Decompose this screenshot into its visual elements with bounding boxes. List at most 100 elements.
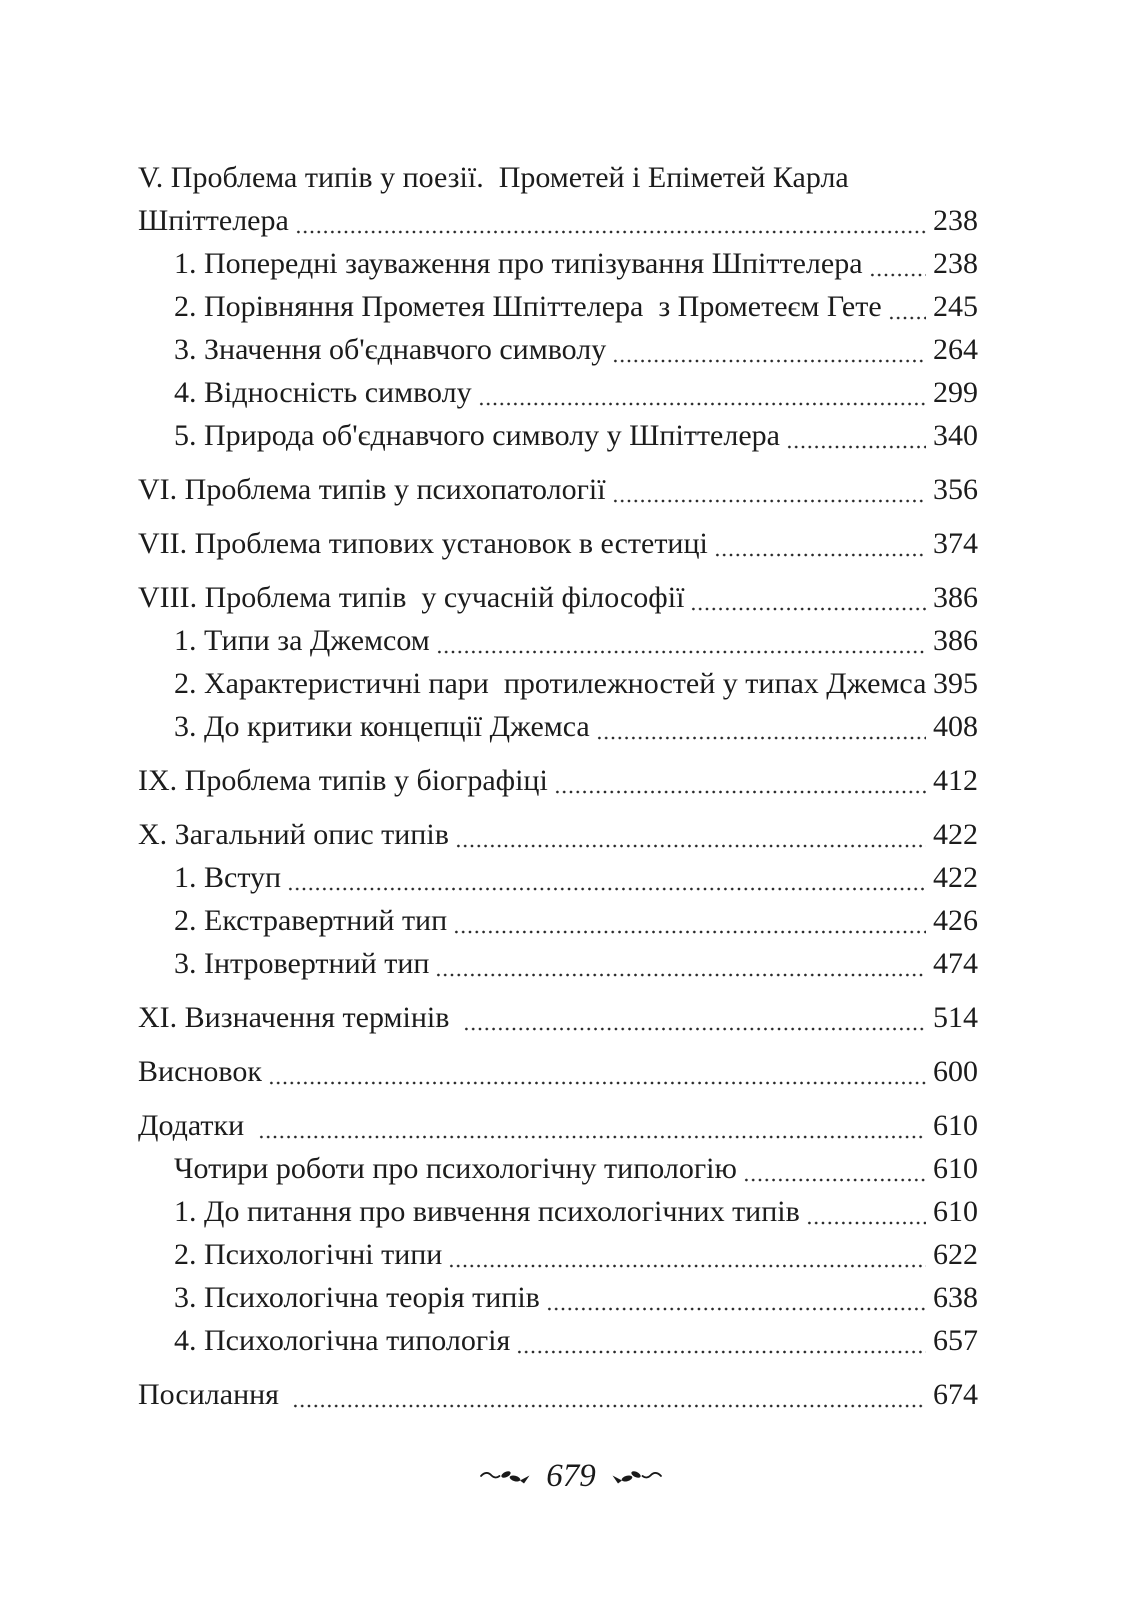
- toc-entry-title: 5. Природа об'єднавчого символу у Шпітте…: [174, 419, 780, 452]
- toc-entry-page-number: 356: [933, 473, 978, 506]
- toc-entry-title: 3. До критики концепції Джемса: [174, 710, 590, 743]
- toc-entry: IX. Проблема типів у біографіці 412: [138, 759, 978, 802]
- dot-leader: [257, 1104, 926, 1147]
- toc-entry: VI. Проблема типів у психопатології 356: [138, 468, 978, 511]
- dot-leader: [435, 942, 926, 985]
- toc-entry-title: 1. Типи за Джемсом: [174, 624, 430, 657]
- toc-entry-title: Шпіттелера: [138, 204, 289, 237]
- toc-entry: Додатки 610: [138, 1104, 978, 1147]
- toc-entry-page-number: 422: [933, 861, 978, 894]
- toc-entry-title: VII. Проблема типових установок в естети…: [138, 527, 708, 560]
- toc-entry-page-number: 340: [933, 419, 978, 452]
- toc-entry-page-number: 374: [933, 527, 978, 560]
- toc-entry-page-number: 514: [933, 1001, 978, 1034]
- toc-entry: 1. До питання про вивчення психологічних…: [138, 1190, 978, 1233]
- toc-entry-title: VIII. Проблема типів у сучасній філософі…: [138, 581, 685, 614]
- page-number: 679: [546, 1458, 596, 1494]
- toc-entry: 1. Вступ 422: [138, 856, 978, 899]
- toc-entry: 1. Типи за Джемсом 386: [138, 619, 978, 662]
- leader-spacer: [929, 662, 930, 705]
- toc-entry-title: XI. Визначення термінів: [138, 1001, 457, 1034]
- dot-leader: [477, 371, 926, 414]
- toc-entry: VII. Проблема типових установок в естети…: [138, 522, 978, 565]
- toc-entry-page-number: 264: [933, 333, 978, 366]
- toc-entry-page-number: 638: [933, 1281, 978, 1314]
- toc-entry-page-number: 422: [933, 818, 978, 851]
- toc-entry: V. Проблема типів у поезії. Прометей і Е…: [138, 156, 978, 199]
- toc-entry-title: Висновок: [138, 1055, 262, 1088]
- toc-entry: 4. Психологічна типологія 657: [138, 1319, 978, 1362]
- flourish-left-icon: [479, 1468, 531, 1486]
- dot-leader: [294, 199, 926, 242]
- toc-entry-title: 3. Психологічна теорія типів: [174, 1281, 540, 1314]
- toc-entry-page-number: 245: [933, 290, 978, 323]
- dot-leader: [545, 1276, 926, 1319]
- toc-entry: 4. Відносність символу 299: [138, 371, 978, 414]
- toc-entry: 2. Психологічні типи 622: [138, 1233, 978, 1276]
- toc-entry-page-number: 674: [933, 1378, 978, 1411]
- toc-entry-page-number: 474: [933, 947, 978, 980]
- dot-leader: [887, 285, 926, 328]
- dot-leader: [516, 1319, 926, 1362]
- toc-entry-page-number: 610: [933, 1195, 978, 1228]
- toc-entry-title: Посилання: [138, 1378, 287, 1411]
- toc-entry-page-number: 610: [933, 1109, 978, 1142]
- toc-entry-page-number: 386: [933, 581, 978, 614]
- toc-entry-title: V. Проблема типів у поезії. Прометей і Е…: [138, 161, 849, 194]
- dot-leader: [292, 1373, 926, 1416]
- toc-entry-page-number: 238: [933, 247, 978, 280]
- dot-leader: [611, 468, 926, 511]
- toc-entry-page-number: 238: [933, 204, 978, 237]
- toc-entry-title: Чотири роботи про психологічну типологію: [174, 1152, 737, 1185]
- toc-entry-title: 3. Інтровертний тип: [174, 947, 430, 980]
- toc-entry: 2. Характеристичні пари протилежностей у…: [138, 662, 978, 705]
- toc-entry: 5. Природа об'єднавчого символу у Шпітте…: [138, 414, 978, 457]
- toc-entry-page-number: 386: [933, 624, 978, 657]
- dot-leader: [435, 619, 926, 662]
- toc-entry-page-number: 657: [933, 1324, 978, 1357]
- toc-entry-title: 3. Значення об'єднавчого символу: [174, 333, 607, 366]
- dot-leader: [595, 705, 926, 748]
- dot-leader: [453, 899, 926, 942]
- table-of-contents: V. Проблема типів у поезії. Прометей і Е…: [138, 156, 978, 1416]
- dot-leader: [448, 1233, 926, 1276]
- dot-leader: [690, 576, 926, 619]
- dot-leader: [553, 759, 926, 802]
- toc-entry: 3. Інтровертний тип 474: [138, 942, 978, 985]
- toc-entry-title: 1. Вступ: [174, 861, 282, 894]
- toc-entry: 3. До критики концепції Джемса 408: [138, 705, 978, 748]
- toc-entry: Посилання 674: [138, 1373, 978, 1416]
- toc-entry: X. Загальний опис типів 422: [138, 813, 978, 856]
- dot-leader: [805, 1190, 926, 1233]
- toc-entry: XI. Визначення термінів 514: [138, 996, 978, 1039]
- toc-entry-title: 2. Екстравертний тип: [174, 904, 448, 937]
- dot-leader: [713, 522, 926, 565]
- toc-entry: 3. Значення об'єднавчого символу 264: [138, 328, 978, 371]
- toc-entry-title: 2. Порівняння Прометея Шпіттелера з Пром…: [174, 290, 882, 323]
- toc-entry-page-number: 610: [933, 1152, 978, 1185]
- toc-entry-page-number: 408: [933, 710, 978, 743]
- toc-entry: 1. Попередні зауваження про типізування …: [138, 242, 978, 285]
- toc-entry-page-number: 426: [933, 904, 978, 937]
- flourish-right-icon: [611, 1468, 663, 1486]
- toc-entry-title: 2. Психологічні типи: [174, 1238, 443, 1271]
- toc-entry-title: 4. Психологічна типологія: [174, 1324, 511, 1357]
- toc-entry-title: Додатки: [138, 1109, 252, 1142]
- toc-entry-title: IX. Проблема типів у біографіці: [138, 764, 548, 797]
- toc-entry-title: VI. Проблема типів у психопатології: [138, 473, 606, 506]
- toc-entry: Чотири роботи про психологічну типологію…: [138, 1147, 978, 1190]
- toc-entry: Шпіттелера 238: [138, 199, 978, 242]
- toc-entry-page-number: 299: [933, 376, 978, 409]
- toc-entry: 2. Екстравертний тип 426: [138, 899, 978, 942]
- dot-leader: [785, 414, 926, 457]
- dot-leader: [454, 813, 926, 856]
- toc-entry: 2. Порівняння Прометея Шпіттелера з Пром…: [138, 285, 978, 328]
- toc-entry-page-number: 600: [933, 1055, 978, 1088]
- toc-entry-title: X. Загальний опис типів: [138, 818, 449, 851]
- toc-entry-title: 4. Відносність символу: [174, 376, 472, 409]
- page-footer: 679: [0, 1460, 1142, 1493]
- toc-entry-page-number: 395: [933, 667, 978, 700]
- toc-entry-title: 1. До питання про вивчення психологічних…: [174, 1195, 800, 1228]
- toc-entry: Висновок 600: [138, 1050, 978, 1093]
